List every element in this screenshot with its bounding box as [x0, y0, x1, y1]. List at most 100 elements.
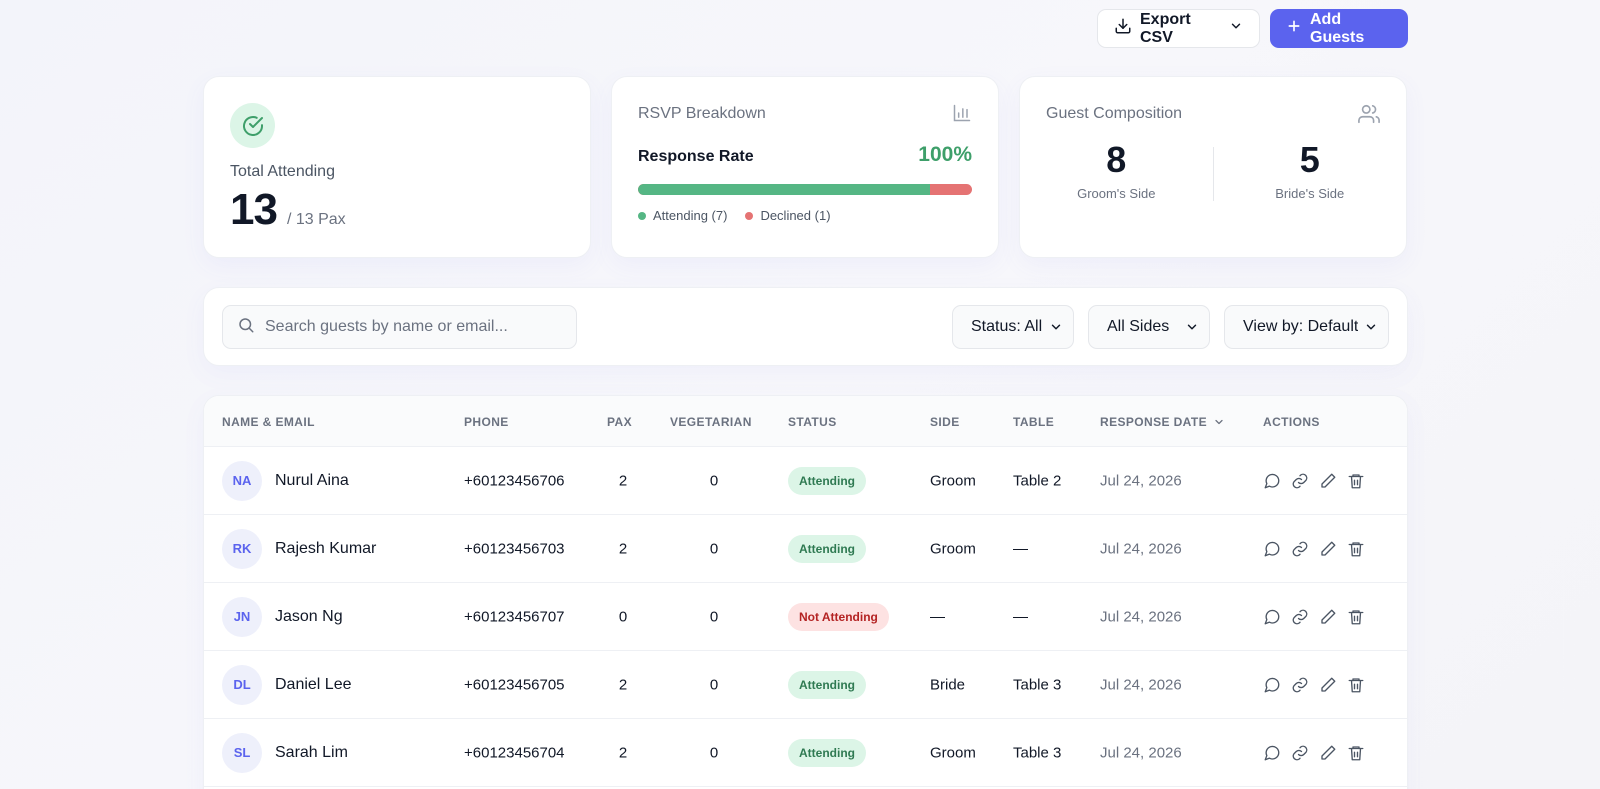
response-rate-label: Response Rate: [638, 148, 754, 165]
guest-pax: 2: [618, 744, 628, 761]
status-badge: Attending: [788, 670, 866, 699]
rsvp-progress-fill: [638, 184, 931, 195]
check-circle-icon: [230, 103, 275, 148]
users-icon: [1358, 103, 1380, 130]
link-icon[interactable]: [1291, 472, 1309, 490]
message-icon[interactable]: [1263, 744, 1281, 762]
composition-columns: 8 Groom's Side 5 Bride's Side: [1020, 139, 1406, 201]
avatar: JN: [222, 596, 262, 637]
message-icon[interactable]: [1263, 540, 1281, 558]
link-icon[interactable]: [1291, 676, 1309, 694]
stat-cards: Total Attending 13 / 13 Pax RSVP Breakdo…: [203, 76, 1407, 258]
guest-composition-card: Guest Composition 8 Groom's Side 5 Bride…: [1019, 76, 1407, 258]
rsvp-legend: Attending (7) Declined (1): [638, 208, 831, 223]
response-date: Jul 24, 2026: [1100, 744, 1182, 761]
guest-table-assignment: Table 3: [1013, 744, 1062, 761]
guest-side: Groom: [930, 744, 976, 761]
header-table[interactable]: TABLE: [1013, 415, 1055, 429]
groom-count: 8: [1106, 139, 1127, 180]
avatar: NA: [222, 460, 262, 501]
header-response-date[interactable]: RESPONSE DATE: [1100, 415, 1225, 429]
total-pax: / 13 Pax: [286, 211, 346, 228]
status-filter-select[interactable]: Status: All: [952, 305, 1074, 349]
side-filter-value: All Sides: [1107, 318, 1170, 335]
composition-title: Guest Composition: [1046, 105, 1183, 122]
table-row[interactable]: NA Nurul Aina +60123456706 2 0 Attending…: [204, 447, 1407, 515]
trash-icon[interactable]: [1347, 472, 1365, 490]
message-icon[interactable]: [1263, 472, 1281, 490]
total-attending-card: Total Attending 13 / 13 Pax: [203, 76, 591, 258]
guest-name[interactable]: Nurul Aina: [275, 471, 349, 489]
header-status[interactable]: STATUS: [788, 415, 837, 429]
guest-side: Bride: [930, 676, 966, 693]
edit-pencil-icon[interactable]: [1319, 540, 1337, 558]
bride-label: Bride's Side: [1275, 186, 1345, 201]
edit-pencil-icon[interactable]: [1319, 676, 1337, 694]
total-attending-value: 13 / 13 Pax: [230, 185, 346, 235]
legend-attending-label: Attending (7): [653, 208, 728, 223]
table-row[interactable]: RK Rajesh Kumar +60123456703 2 0 Attendi…: [204, 515, 1407, 583]
guest-name[interactable]: Rajesh Kumar: [275, 539, 377, 557]
chevron-down-icon: [1366, 324, 1376, 330]
add-guests-label: Add Guests: [1310, 10, 1365, 46]
link-icon[interactable]: [1291, 540, 1309, 558]
guest-name[interactable]: Daniel Lee: [275, 675, 352, 693]
view-by-select[interactable]: View by: Default: [1224, 305, 1389, 349]
rsvp-progress-bar: [638, 184, 972, 195]
guest-phone: +60123456707: [464, 608, 565, 625]
status-badge: Attending: [788, 466, 866, 495]
response-rate-row: Response Rate 100%: [638, 143, 972, 167]
message-icon[interactable]: [1263, 608, 1281, 626]
response-date: Jul 24, 2026: [1100, 608, 1182, 625]
groom-label: Groom's Side: [1077, 186, 1156, 201]
guest-phone: +60123456703: [464, 540, 565, 557]
filter-selects: Status: All All Sides View by: Default: [952, 305, 1389, 349]
status-badge: Attending: [788, 738, 866, 767]
add-guests-button[interactable]: Add Guests: [1270, 9, 1408, 48]
top-actions: Export CSV Add Guests: [1097, 9, 1408, 48]
guest-name[interactable]: Jason Ng: [275, 607, 343, 625]
guest-side: Groom: [930, 472, 976, 489]
chevron-down-icon: [1187, 324, 1197, 330]
rsvp-breakdown-card: RSVP Breakdown Response Rate 100% Attend…: [611, 76, 999, 258]
header-actions: ACTIONS: [1263, 415, 1320, 429]
guest-pax: 2: [618, 540, 628, 557]
header-phone[interactable]: PHONE: [464, 415, 509, 429]
trash-icon[interactable]: [1347, 540, 1365, 558]
trash-icon[interactable]: [1347, 744, 1365, 762]
edit-pencil-icon[interactable]: [1319, 472, 1337, 490]
header-response-date-label: RESPONSE DATE: [1100, 415, 1207, 429]
message-icon[interactable]: [1263, 676, 1281, 694]
trash-icon[interactable]: [1347, 608, 1365, 626]
row-actions: [1263, 676, 1365, 694]
chevron-down-icon: [1229, 19, 1243, 38]
trash-icon[interactable]: [1347, 676, 1365, 694]
row-actions: [1263, 472, 1365, 490]
search-input[interactable]: [265, 318, 555, 336]
header-vegetarian[interactable]: VEGETARIAN: [670, 415, 752, 429]
response-date: Jul 24, 2026: [1100, 472, 1182, 489]
table-row[interactable]: JN Jason Ng +60123456707 0 0 Not Attendi…: [204, 583, 1407, 651]
link-icon[interactable]: [1291, 744, 1309, 762]
bride-side-stat: 5 Bride's Side: [1214, 139, 1407, 201]
export-csv-button[interactable]: Export CSV: [1097, 9, 1260, 48]
header-pax[interactable]: PAX: [607, 415, 632, 429]
table-row[interactable]: SL Sarah Lim +60123456704 2 0 Attending …: [204, 719, 1407, 787]
status-badge: Attending: [788, 534, 866, 563]
link-icon[interactable]: [1291, 608, 1309, 626]
header-name[interactable]: NAME & EMAIL: [222, 415, 315, 429]
view-by-value: View by: Default: [1243, 318, 1359, 335]
table-row[interactable]: DL Daniel Lee +60123456705 2 0 Attending…: [204, 651, 1407, 719]
side-filter-select[interactable]: All Sides: [1088, 305, 1210, 349]
edit-pencil-icon[interactable]: [1319, 608, 1337, 626]
total-attending-label: Total Attending: [230, 163, 335, 180]
export-csv-label: Export CSV: [1140, 10, 1191, 46]
guest-side: —: [930, 608, 945, 625]
guest-table: NAME & EMAIL PHONE PAX VEGETARIAN STATUS…: [203, 395, 1408, 789]
edit-pencil-icon[interactable]: [1319, 744, 1337, 762]
download-icon: [1114, 17, 1132, 40]
guest-phone: +60123456706: [464, 472, 565, 489]
header-side[interactable]: SIDE: [930, 415, 960, 429]
guest-name[interactable]: Sarah Lim: [275, 743, 348, 761]
legend-declined: Declined (1): [745, 208, 831, 223]
